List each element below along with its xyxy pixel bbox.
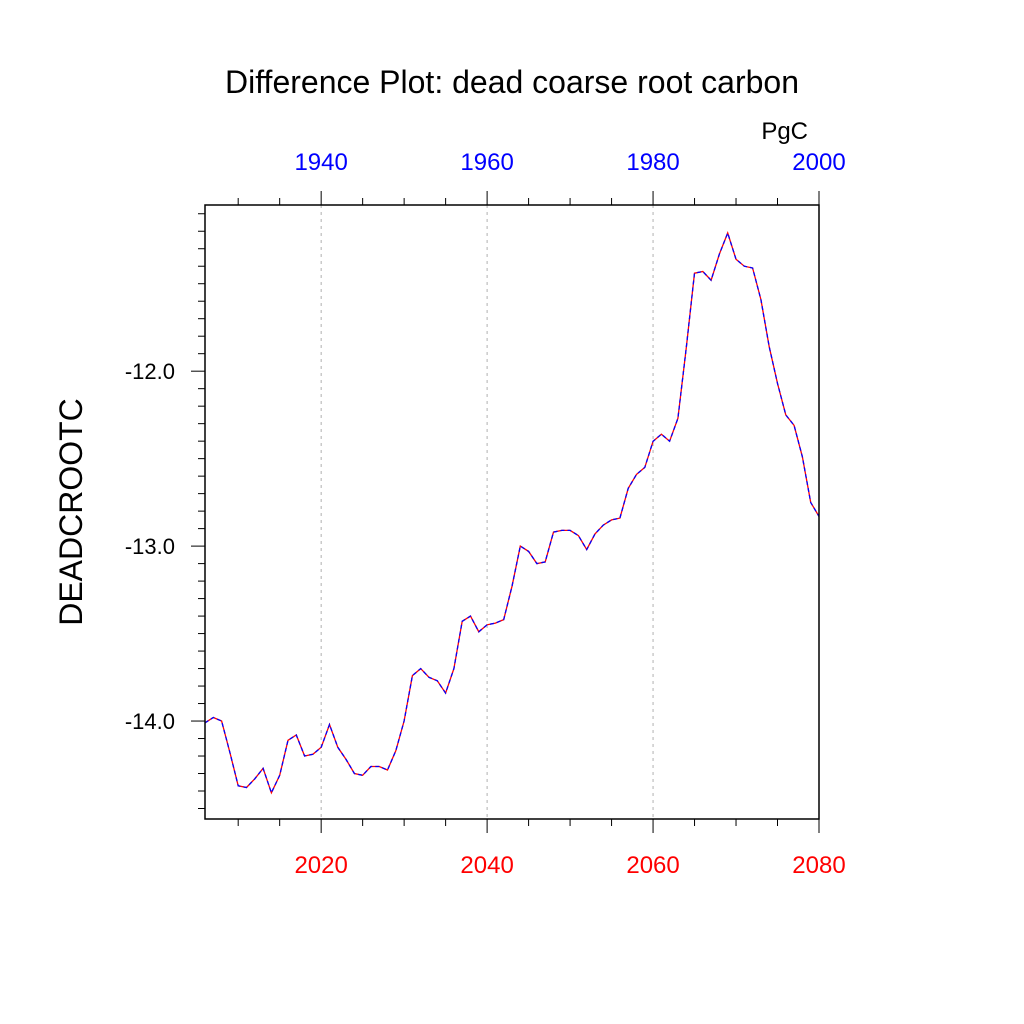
axis-ticks — [191, 191, 820, 833]
left-tick-label: -13.0 — [125, 534, 175, 559]
top-tick-label: 1980 — [626, 149, 679, 176]
top-tick-label: 2000 — [792, 149, 845, 176]
units-label: PgC — [761, 118, 808, 145]
series-line-red — [204, 231, 820, 795]
bottom-tick-label: 2020 — [294, 852, 347, 879]
left-tick-label: -14.0 — [125, 709, 175, 734]
bottom-tick-label: 2060 — [626, 852, 679, 879]
grid-lines — [320, 205, 654, 819]
top-tick-label: 1960 — [460, 149, 513, 176]
top-tick-label: 1940 — [294, 149, 347, 176]
chart-title: Difference Plot: dead coarse root carbon — [225, 64, 799, 100]
series-lines — [204, 231, 820, 795]
series-line-blue — [204, 231, 820, 795]
bottom-tick-label: 2040 — [460, 852, 513, 879]
left-tick-label: -12.0 — [125, 359, 175, 384]
bottom-tick-label: 2080 — [792, 852, 845, 879]
plot-frame — [204, 204, 820, 820]
tick-labels: 2020 2040 2060 2080 1940 1960 1980 2000 -14.0 -13… — [125, 149, 846, 879]
y-axis-label: DEADCROOTC — [53, 398, 89, 626]
